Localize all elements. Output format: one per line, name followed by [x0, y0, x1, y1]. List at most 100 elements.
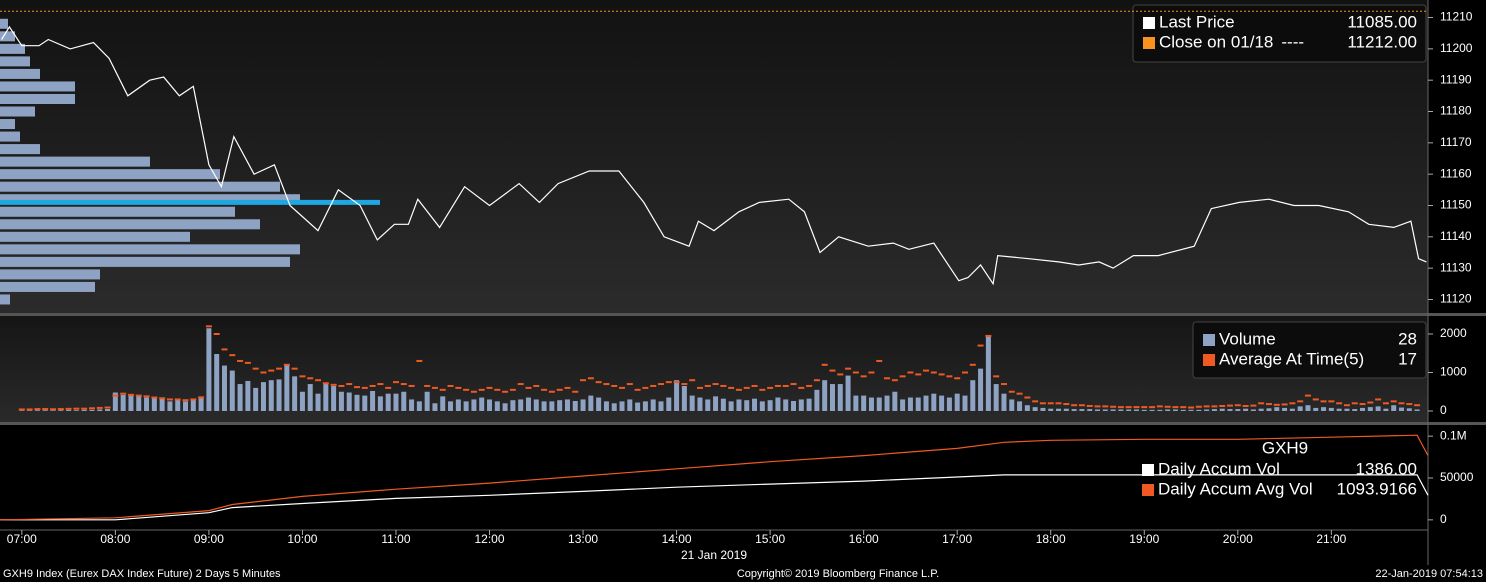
volume-bar: [494, 401, 500, 411]
volume-bar: [1398, 407, 1404, 411]
y-tick-label: 11180: [1440, 104, 1472, 118]
volume-bar: [214, 354, 220, 411]
x-tick-label: 12:00: [474, 532, 504, 546]
volume-bar: [884, 395, 890, 411]
volume-bar: [424, 391, 430, 411]
profile-bar: [0, 93, 75, 104]
profile-bar: [0, 18, 8, 29]
y-tick-label: 50000: [1440, 470, 1474, 484]
profile-bar: [0, 56, 30, 67]
volume-bar: [993, 384, 999, 411]
volume-bar: [73, 410, 79, 411]
volume-bar: [1118, 409, 1124, 411]
y-tick-label: 2000: [1440, 326, 1467, 340]
volume-bar: [409, 399, 415, 411]
volume-bar: [1219, 408, 1225, 411]
legend-label: Average At Time(5): [1219, 349, 1364, 368]
volume-bar: [1367, 407, 1373, 411]
profile-bar: [0, 43, 25, 54]
volume-bar: [767, 400, 773, 411]
volume-bar: [120, 394, 126, 411]
y-tick-label: 11150: [1440, 198, 1472, 212]
volume-bar: [362, 395, 368, 411]
x-tick-label: 19:00: [1129, 532, 1159, 546]
volume-bar: [923, 395, 929, 411]
panel-divider: [0, 313, 1486, 316]
volume-bar: [471, 399, 477, 411]
volume-bar: [985, 335, 991, 411]
volume-bar: [814, 389, 820, 411]
volume-bar: [978, 368, 984, 411]
volume-bar: [455, 399, 461, 411]
volume-bar: [775, 397, 781, 411]
volume-bar: [939, 395, 945, 411]
volume-bar: [736, 399, 742, 411]
volume-bar: [666, 397, 672, 411]
volume-bar: [1282, 407, 1288, 411]
legend-box: [1132, 4, 1427, 63]
profile-bar: [0, 119, 15, 130]
volume-bar: [268, 380, 274, 411]
volume-bar: [931, 393, 937, 411]
x-tick-label: 16:00: [849, 532, 879, 546]
volume-bar: [853, 395, 859, 411]
volume-bar: [151, 397, 157, 411]
volume-bar: [1196, 409, 1202, 411]
price-line: [1, 25, 1427, 286]
volume-bar: [479, 397, 485, 411]
volume-bar: [705, 399, 711, 411]
volume-bar: [791, 400, 797, 411]
profile-bar: [0, 106, 35, 117]
volume-bar: [627, 399, 633, 411]
volume-bar: [323, 384, 329, 411]
legend-swatch: [1142, 464, 1154, 476]
volume-bar: [1391, 405, 1397, 411]
legend-label: Daily Accum Avg Vol: [1158, 479, 1313, 498]
volume-bar: [900, 399, 906, 411]
x-tick-label: 21:00: [1316, 532, 1346, 546]
volume-bar: [822, 380, 828, 411]
volume-bar: [697, 397, 703, 411]
volume-bar: [448, 401, 454, 411]
y-tick-label: 1000: [1440, 365, 1467, 379]
volume-bar: [292, 376, 298, 411]
volume-bar: [1305, 405, 1311, 411]
volume-bar: [650, 399, 656, 411]
volume-bar: [970, 380, 976, 411]
volume-bar: [525, 397, 531, 411]
volume-bar: [370, 390, 376, 411]
volume-bar: [907, 397, 913, 411]
profile-bar: [0, 181, 280, 192]
volume-bar: [50, 410, 56, 411]
volume-bar: [284, 364, 290, 411]
volume-bar: [1250, 409, 1256, 411]
volume-bar: [463, 401, 469, 411]
volume-bar: [385, 393, 391, 411]
volume-bar: [245, 380, 251, 411]
y-tick-label: 11190: [1440, 72, 1472, 86]
profile-bar: [0, 206, 235, 217]
volume-bar: [674, 380, 680, 411]
x-tick-label: 09:00: [194, 532, 224, 546]
volume-bar: [354, 394, 360, 411]
x-tick-label: 18:00: [1036, 532, 1066, 546]
volume-bar: [603, 401, 609, 411]
volume-bar: [276, 379, 282, 411]
volume-bar: [1274, 407, 1280, 411]
profile-bar: [0, 131, 20, 142]
volume-bar: [307, 384, 313, 411]
volume-bar: [331, 385, 337, 411]
volume-bar: [159, 398, 165, 411]
volume-bar: [1087, 409, 1093, 411]
legend-label: Volume: [1219, 329, 1276, 348]
profile-bar: [0, 68, 40, 79]
y-tick-label: 0: [1440, 512, 1447, 526]
x-tick-label: 11:00: [381, 532, 410, 546]
footer-left: GXH9 Index (Eurex DAX Index Future) 2 Da…: [3, 568, 281, 580]
volume-bar: [1180, 409, 1186, 411]
legend-label: Daily Accum Vol: [1158, 459, 1280, 478]
volume-bar: [1110, 409, 1116, 411]
volume-bar: [728, 401, 734, 411]
y-tick-label: 11200: [1440, 41, 1473, 55]
